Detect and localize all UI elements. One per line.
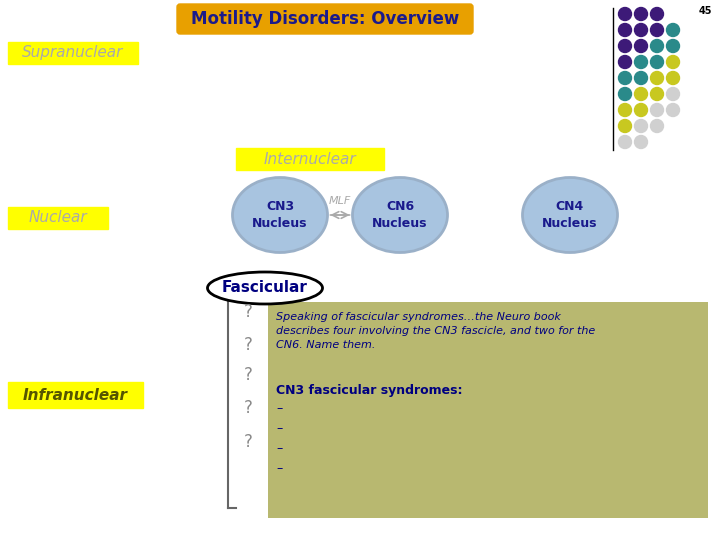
Circle shape <box>618 8 631 21</box>
Text: Speaking of fascicular syndromes…the Neuro book
describes four involving the CN3: Speaking of fascicular syndromes…the Neu… <box>276 312 595 350</box>
Circle shape <box>634 8 647 21</box>
Text: Motility Disorders: Overview: Motility Disorders: Overview <box>191 10 459 28</box>
Text: CN3 fascicular syndromes:: CN3 fascicular syndromes: <box>276 384 462 397</box>
Text: ?: ? <box>243 399 253 417</box>
FancyBboxPatch shape <box>177 4 473 34</box>
Circle shape <box>650 8 664 21</box>
Text: ?: ? <box>243 303 253 321</box>
Ellipse shape <box>233 178 328 253</box>
Text: ?: ? <box>243 433 253 451</box>
Ellipse shape <box>523 178 618 253</box>
Text: 45: 45 <box>698 6 712 16</box>
Circle shape <box>618 39 631 52</box>
Circle shape <box>667 24 680 37</box>
Circle shape <box>618 104 631 117</box>
Circle shape <box>618 56 631 69</box>
Circle shape <box>634 39 647 52</box>
Circle shape <box>650 71 664 84</box>
FancyBboxPatch shape <box>236 148 384 170</box>
Circle shape <box>618 119 631 132</box>
Circle shape <box>618 71 631 84</box>
Circle shape <box>618 87 631 100</box>
Text: Supranuclear: Supranuclear <box>22 45 124 60</box>
Circle shape <box>667 39 680 52</box>
FancyBboxPatch shape <box>8 42 138 64</box>
Circle shape <box>650 56 664 69</box>
Circle shape <box>634 56 647 69</box>
Circle shape <box>634 104 647 117</box>
Circle shape <box>618 136 631 148</box>
Text: Infranuclear: Infranuclear <box>23 388 128 402</box>
Circle shape <box>650 87 664 100</box>
FancyBboxPatch shape <box>8 207 108 229</box>
Circle shape <box>667 56 680 69</box>
Text: –: – <box>276 422 282 435</box>
Circle shape <box>650 39 664 52</box>
Text: ?: ? <box>243 366 253 384</box>
Circle shape <box>667 104 680 117</box>
Text: Fascicular: Fascicular <box>222 280 308 295</box>
Circle shape <box>634 24 647 37</box>
Circle shape <box>634 87 647 100</box>
Text: CN3
Nucleus: CN3 Nucleus <box>252 200 307 230</box>
Ellipse shape <box>353 178 448 253</box>
FancyBboxPatch shape <box>8 382 143 408</box>
Text: –: – <box>276 442 282 455</box>
Circle shape <box>650 24 664 37</box>
Ellipse shape <box>207 272 323 304</box>
Circle shape <box>650 119 664 132</box>
Circle shape <box>634 119 647 132</box>
Circle shape <box>667 87 680 100</box>
Text: CN6
Nucleus: CN6 Nucleus <box>372 200 428 230</box>
FancyBboxPatch shape <box>268 302 708 518</box>
Circle shape <box>650 104 664 117</box>
Text: Internuclear: Internuclear <box>264 152 356 166</box>
Circle shape <box>618 24 631 37</box>
Text: MLF: MLF <box>329 196 351 206</box>
Circle shape <box>667 71 680 84</box>
Circle shape <box>634 71 647 84</box>
Text: Nuclear: Nuclear <box>29 211 87 226</box>
Text: ?: ? <box>243 336 253 354</box>
Text: –: – <box>276 462 282 475</box>
Text: –: – <box>276 402 282 415</box>
Text: CN4
Nucleus: CN4 Nucleus <box>542 200 598 230</box>
Circle shape <box>634 136 647 148</box>
